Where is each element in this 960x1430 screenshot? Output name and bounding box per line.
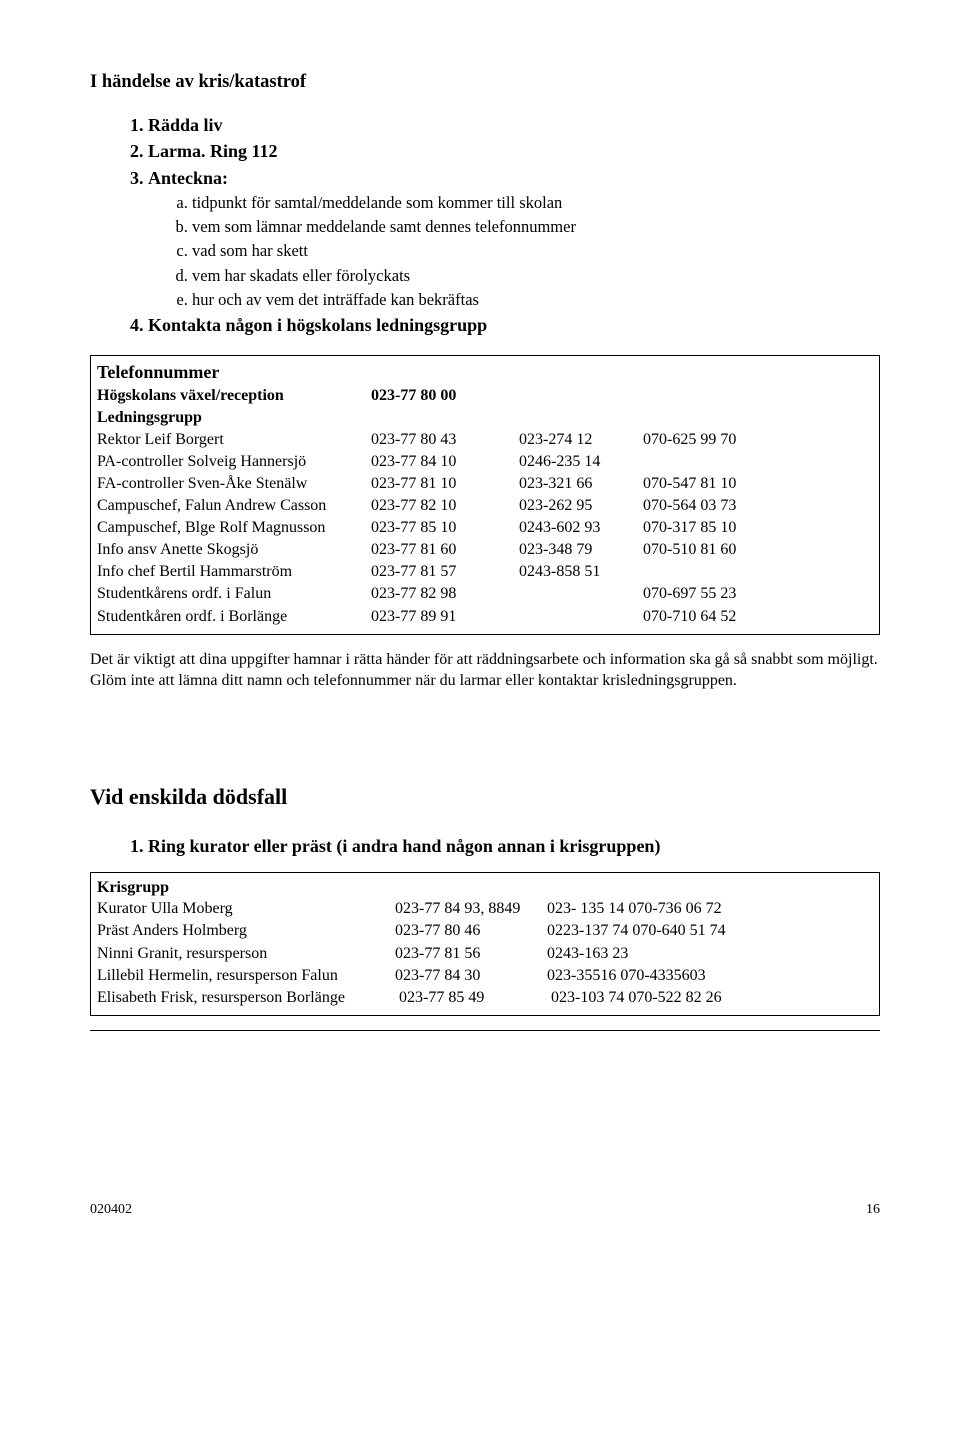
deaths-step-1: Ring kurator eller präst (i andra hand n… <box>148 834 880 858</box>
phone-cell: 070-697 55 23 <box>643 583 736 605</box>
sub-d: vem har skadats eller förolyckats <box>192 265 880 287</box>
phone-cell: Campuschef, Blge Rolf Magnusson <box>97 517 371 539</box>
phone-cell: 070-510 81 60 <box>643 539 736 561</box>
deaths-steps-list: Ring kurator eller präst (i andra hand n… <box>90 834 880 858</box>
crisis-cell: Ninni Granit, resursperson <box>97 943 395 965</box>
phone-cell <box>519 385 643 407</box>
phone-row: Campuschef, Falun Andrew Casson023-77 82… <box>97 495 873 517</box>
page-title: I händelse av kris/katastrof <box>90 70 880 95</box>
phone-row: Studentkåren ordf. i Borlänge023-77 89 9… <box>97 606 873 628</box>
crisis-cell: 023-77 80 46 <box>395 920 547 942</box>
crisis-cell: 023- 135 14 070-736 06 72 <box>547 898 722 920</box>
phone-cell: Info ansv Anette Skogsjö <box>97 539 371 561</box>
phone-cell: 023-77 81 57 <box>371 561 519 583</box>
crisis-cell: Kurator Ulla Moberg <box>97 898 395 920</box>
phone-row: PA-controller Solveig Hannersjö023-77 84… <box>97 451 873 473</box>
phone-cell: 023-77 85 10 <box>371 517 519 539</box>
phone-cell: 023-77 80 00 <box>371 385 519 407</box>
crisis-row: Präst Anders Holmberg023-77 80 460223-13… <box>97 920 873 942</box>
phone-cell: Högskolans växel/reception <box>97 385 371 407</box>
phone-cell: Studentkårens ordf. i Falun <box>97 583 371 605</box>
step-3: Anteckna: tidpunkt för samtal/meddelande… <box>148 166 880 312</box>
crisis-cell: 023-103 74 070-522 82 26 <box>551 987 722 1009</box>
section-deaths-heading: Vid enskilda dödsfall <box>90 782 880 812</box>
crisis-cell: 023-77 84 93, 8849 <box>395 898 547 920</box>
crisis-cell: Präst Anders Holmberg <box>97 920 395 942</box>
phone-cell: FA-controller Sven-Åke Stenälw <box>97 473 371 495</box>
crisis-cell: 023-77 84 30 <box>395 965 547 987</box>
sub-e: hur och av vem det inträffade kan bekräf… <box>192 289 880 311</box>
phone-cell: 023-77 89 91 <box>371 606 519 628</box>
phone-cell: 023-77 84 10 <box>371 451 519 473</box>
crisis-group-box: Krisgrupp Kurator Ulla Moberg023-77 84 9… <box>90 872 880 1016</box>
phone-cell: 070-317 85 10 <box>643 517 736 539</box>
phone-cell: 070-564 03 73 <box>643 495 736 517</box>
emergency-steps-list: Rädda liv Larma. Ring 112 Anteckna: tidp… <box>90 113 880 338</box>
crisis-row: Ninni Granit, resursperson023-77 81 5602… <box>97 943 873 965</box>
crisis-cell: 0243-163 23 <box>547 943 628 965</box>
divider-line <box>90 1030 880 1031</box>
phone-row: Högskolans växel/reception023-77 80 00 <box>97 385 873 407</box>
phone-row: FA-controller Sven-Åke Stenälw023-77 81 … <box>97 473 873 495</box>
phone-row: Ledningsgrupp <box>97 407 873 429</box>
crisis-cell: 023-77 85 49 <box>399 987 551 1009</box>
info-paragraph: Det är viktigt att dina uppgifter hamnar… <box>90 649 880 692</box>
phone-cell <box>519 606 643 628</box>
crisis-cell: 023-35516 070-4335603 <box>547 965 706 987</box>
phone-cell: 023-348 79 <box>519 539 643 561</box>
phone-cell: Studentkåren ordf. i Borlänge <box>97 606 371 628</box>
page-footer: 020402 16 <box>90 1201 880 1220</box>
crisis-cell: Lillebil Hermelin, resursperson Falun <box>97 965 395 987</box>
phone-cell <box>371 407 519 429</box>
phone-cell: 023-321 66 <box>519 473 643 495</box>
crisis-cell: 0223-137 74 070-640 51 74 <box>547 920 726 942</box>
step-3-label: Anteckna: <box>148 168 228 188</box>
phone-cell <box>519 407 643 429</box>
step-2: Larma. Ring 112 <box>148 139 880 163</box>
sub-a: tidpunkt för samtal/meddelande som komme… <box>192 192 880 214</box>
phone-cell: 023-274 12 <box>519 429 643 451</box>
crisis-row: Elisabeth Frisk, resursperson Borlänge02… <box>97 987 873 1009</box>
phone-box-title: Telefonnummer <box>97 360 873 384</box>
phone-cell: 023-77 81 10 <box>371 473 519 495</box>
crisis-box-title: Krisgrupp <box>97 877 873 899</box>
phone-cell: 023-77 80 43 <box>371 429 519 451</box>
sub-b: vem som lämnar meddelande samt dennes te… <box>192 216 880 238</box>
phone-cell: Rektor Leif Borgert <box>97 429 371 451</box>
phone-numbers-box: Telefonnummer Högskolans växel/reception… <box>90 355 880 634</box>
phone-row: Rektor Leif Borgert023-77 80 43023-274 1… <box>97 429 873 451</box>
crisis-cell: 023-77 81 56 <box>395 943 547 965</box>
phone-cell: 023-77 82 10 <box>371 495 519 517</box>
phone-cell: 070-547 81 10 <box>643 473 736 495</box>
footer-page-number: 16 <box>866 1201 880 1220</box>
phone-cell <box>519 583 643 605</box>
phone-cell: 070-625 99 70 <box>643 429 736 451</box>
phone-cell: 070-710 64 52 <box>643 606 736 628</box>
step-4: Kontakta någon i högskolans ledningsgrup… <box>148 313 880 337</box>
phone-cell: 023-77 81 60 <box>371 539 519 561</box>
note-sub-list: tidpunkt för samtal/meddelande som komme… <box>148 192 880 311</box>
phone-cell: 0246-235 14 <box>519 451 643 473</box>
footer-date: 020402 <box>90 1201 132 1220</box>
phone-cell: Ledningsgrupp <box>97 407 371 429</box>
phone-cell: 0243-602 93 <box>519 517 643 539</box>
phone-row: Studentkårens ordf. i Falun023-77 82 98 0… <box>97 583 873 605</box>
crisis-row: Lillebil Hermelin, resursperson Falun023… <box>97 965 873 987</box>
phone-cell: Info chef Bertil Hammarström <box>97 561 371 583</box>
phone-row: Info chef Bertil Hammarström023-77 81 57… <box>97 561 873 583</box>
step-1: Rädda liv <box>148 113 880 137</box>
phone-cell: Campuschef, Falun Andrew Casson <box>97 495 371 517</box>
sub-c: vad som har skett <box>192 240 880 262</box>
phone-cell: 023-77 82 98 <box>371 583 519 605</box>
phone-cell: 023-262 95 <box>519 495 643 517</box>
phone-cell: PA-controller Solveig Hannersjö <box>97 451 371 473</box>
phone-row: Info ansv Anette Skogsjö023-77 81 60023-… <box>97 539 873 561</box>
crisis-cell: Elisabeth Frisk, resursperson Borlänge <box>97 987 399 1009</box>
phone-row: Campuschef, Blge Rolf Magnusson023-77 85… <box>97 517 873 539</box>
crisis-row: Kurator Ulla Moberg023-77 84 93, 8849023… <box>97 898 873 920</box>
phone-cell: 0243-858 51 <box>519 561 643 583</box>
